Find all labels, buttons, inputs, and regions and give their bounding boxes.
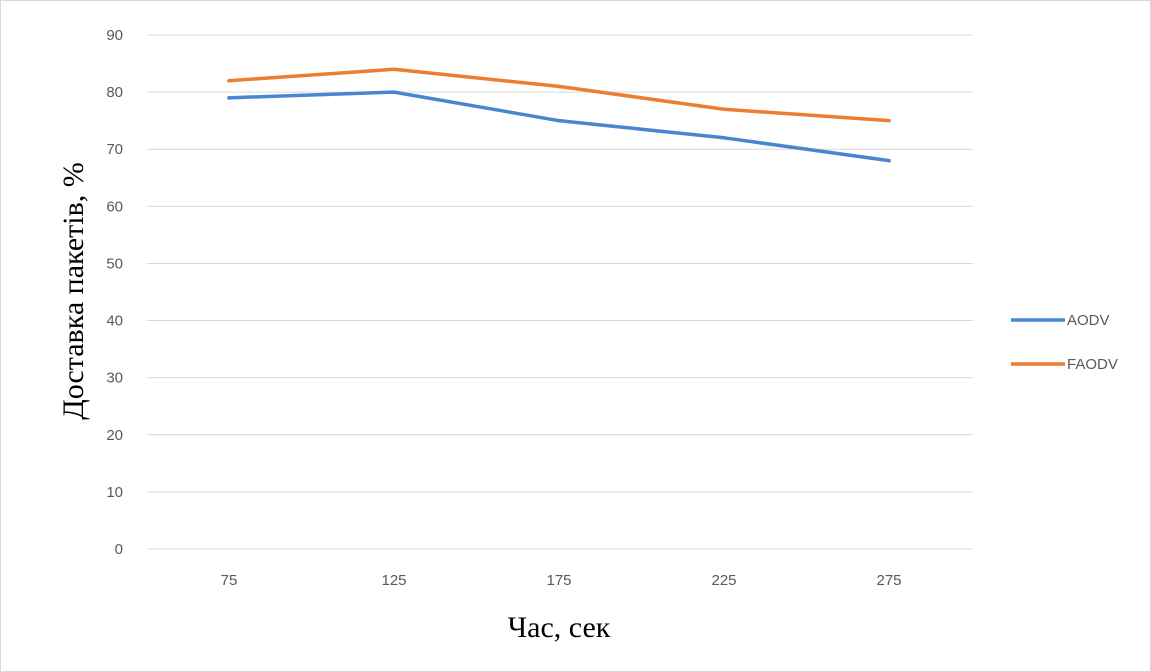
y-tick-label: 0 (115, 541, 123, 558)
x-tick-label: 75 (221, 572, 238, 589)
data-point (722, 136, 726, 140)
x-tick-label: 175 (546, 572, 571, 589)
data-point (887, 118, 891, 123)
x-tick-label: 125 (381, 572, 406, 589)
legend-label: AODV (1067, 312, 1110, 329)
y-tick-label: 90 (106, 27, 123, 44)
x-tick-label: 225 (711, 572, 736, 589)
series-lines (227, 67, 891, 163)
data-point (227, 96, 231, 100)
x-axis-ticks: 75 125 175 225 275 (221, 572, 902, 589)
y-tick-label: 60 (106, 198, 123, 215)
y-tick-label: 40 (106, 313, 123, 330)
series-line-aodv (227, 90, 891, 163)
data-point (557, 84, 561, 89)
y-tick-label: 20 (106, 427, 123, 444)
legend: AODV FAODV (1011, 312, 1118, 373)
y-tick-label: 30 (106, 370, 123, 387)
x-axis-title: Час, сек (508, 611, 611, 644)
data-point (722, 107, 726, 112)
x-tick-label: 275 (876, 572, 901, 589)
data-point (392, 90, 396, 94)
legend-label: FAODV (1067, 356, 1118, 373)
y-tick-label: 80 (106, 84, 123, 101)
data-point (557, 118, 561, 123)
y-tick-label: 10 (106, 484, 123, 501)
y-tick-label: 70 (106, 141, 123, 158)
gridlines (147, 34, 973, 550)
data-point (887, 158, 891, 163)
y-axis-ticks: 0 10 20 30 40 50 60 70 80 90 (106, 27, 123, 558)
y-axis-title: Доставка пакетів, % (57, 162, 90, 420)
data-point (392, 67, 396, 72)
y-tick-label: 50 (106, 255, 123, 272)
data-point (227, 78, 231, 83)
